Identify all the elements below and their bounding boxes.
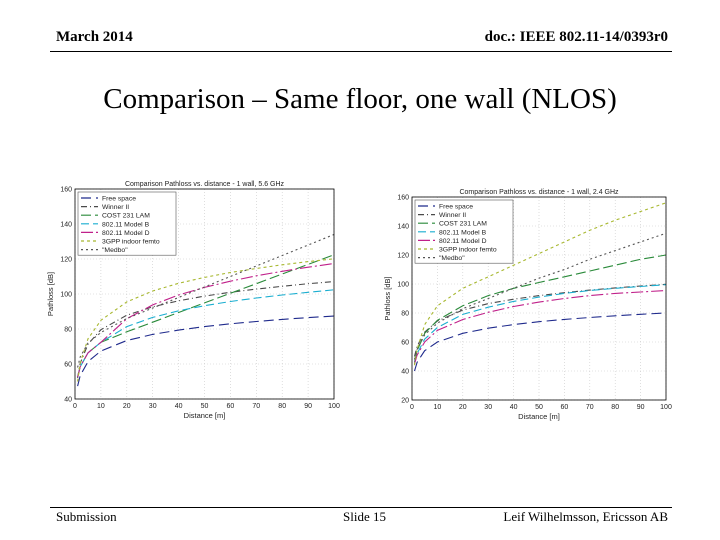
chart-0-x-tick-label: 10 <box>97 403 105 410</box>
chart-1-x-tick-label: 0 <box>410 404 414 411</box>
chart-5-6ghz-svg: 0 10 20 30 40 50 60 70 80 90 100 40 60 80 100 120 140 160… <box>46 181 340 420</box>
chart-1-x-tick-label: 90 <box>637 404 645 411</box>
chart-1-x-tick-label: 70 <box>586 404 594 411</box>
chart-1-legend-label-0: Free space <box>439 204 473 211</box>
chart-1-series-line-3 <box>413 284 667 364</box>
chart-2-4ghz-svg: 0 10 20 30 40 50 60 70 80 90 100 20 40 60 80 100 120 140 1… <box>383 189 672 421</box>
chart-0-legend-label-5: 3GPP indoor femto <box>102 239 160 246</box>
chart-1-y-tick-label: 20 <box>401 398 409 405</box>
chart-1-series-line-6 <box>413 232 667 360</box>
chart-0-x-tick-label: 90 <box>304 403 312 410</box>
chart-0-y-tick-label: 60 <box>64 362 72 369</box>
footer-slide-number: Slide 15 <box>343 509 386 524</box>
chart-1-y-tick-label: 40 <box>401 369 409 376</box>
chart-1-series-line-4 <box>413 289 667 364</box>
chart-0-y-axis-label: Pathloss [dB] <box>46 272 55 316</box>
chart-1-series-line-1 <box>413 283 667 357</box>
chart-0-x-tick-label: 20 <box>123 403 131 410</box>
chart-1-title: Comparison Pathloss vs. distance - 1 wal… <box>459 189 619 196</box>
chart-1-y-tick-label: 120 <box>397 253 409 260</box>
chart-0-y-tick-label: 100 <box>60 292 72 299</box>
footer-rule <box>50 507 672 508</box>
chart-0-series-line-5 <box>77 258 335 382</box>
chart-1-x-tick-label: 80 <box>611 404 619 411</box>
chart-1-y-tick-label: 140 <box>397 224 409 231</box>
chart-1-x-tick-label: 50 <box>535 404 543 411</box>
chart-0-legend-label-4: 802.11 Model D <box>102 230 150 237</box>
chart-1-series-line-0 <box>413 312 667 372</box>
chart-1-legend-label-5: 3GPP indoor femto <box>439 247 497 254</box>
chart-0-legend-label-6: "Medbo" <box>102 247 128 254</box>
chart-1-y-tick-label: 160 <box>397 195 409 202</box>
chart-0-series-line-0 <box>77 315 335 387</box>
footer-author: Leif Wilhelmsson, Ericsson AB <box>503 509 668 524</box>
chart-0-y-tick-label: 80 <box>64 327 72 334</box>
chart-0-x-tick-label: 30 <box>149 403 157 410</box>
chart-1-x-tick-label: 40 <box>510 404 518 411</box>
chart-1-x-tick-label: 10 <box>434 404 442 411</box>
chart-1-legend-label-4: 802.11 Model D <box>439 238 487 245</box>
chart-1-x-axis-label: Distance [m] <box>518 412 560 421</box>
chart-1-series-line-2 <box>413 254 667 363</box>
chart-0-x-tick-label: 50 <box>201 403 209 410</box>
chart-0-series-line-6 <box>77 233 335 368</box>
chart-5-6ghz: 0 10 20 30 40 50 60 70 80 90 100 40 60 80 100 120 140 160… <box>44 178 340 424</box>
chart-0-x-tick-label: 70 <box>252 403 260 410</box>
header-date: March 2014 <box>56 29 133 45</box>
chart-1-legend-label-6: "Medbo" <box>439 255 465 262</box>
footer-submission: Submission <box>56 509 117 524</box>
chart-1-y-axis-label: Pathloss [dB] <box>383 276 392 320</box>
chart-0-legend-label-1: Winner II <box>102 204 129 211</box>
chart-0-y-tick-label: 160 <box>60 187 72 194</box>
chart-0-x-tick-label: 80 <box>278 403 286 410</box>
chart-0-x-tick-label: 40 <box>175 403 183 410</box>
chart-0-series-line-4 <box>77 262 335 378</box>
chart-0-series-line-2 <box>77 254 335 378</box>
chart-1-plot-frame <box>411 196 667 401</box>
chart-0-y-tick-label: 140 <box>60 222 72 229</box>
chart-0-plot-frame <box>74 188 335 400</box>
chart-1-legend-label-2: COST 231 LAM <box>439 221 487 228</box>
chart-1-x-tick-label: 100 <box>660 404 672 411</box>
chart-1-x-tick-label: 20 <box>459 404 467 411</box>
chart-1-x-tick-label: 60 <box>561 404 569 411</box>
chart-0-legend-label-0: Free space <box>102 196 136 203</box>
chart-1-y-tick-label: 60 <box>401 340 409 347</box>
chart-0-x-tick-label: 100 <box>328 403 340 410</box>
chart-1-legend-label-3: 802.11 Model B <box>439 229 487 236</box>
chart-1-y-tick-label: 100 <box>397 282 409 289</box>
chart-0-x-tick-label: 0 <box>73 403 77 410</box>
chart-0-legend-label-2: COST 231 LAM <box>102 213 150 220</box>
chart-0-series-line-1 <box>77 281 335 379</box>
slide-title: Comparison – Same floor, one wall (NLOS) <box>103 83 617 115</box>
chart-0-x-tick-label: 60 <box>227 403 235 410</box>
chart-0-y-tick-label: 120 <box>60 257 72 264</box>
chart-0-title: Comparison Pathloss vs. distance - 1 wal… <box>125 181 285 188</box>
chart-1-y-tick-label: 80 <box>401 311 409 318</box>
chart-0-legend-label-3: 802.11 Model B <box>102 221 150 228</box>
chart-2-4ghz: 0 10 20 30 40 50 60 70 80 90 100 20 40 60 80 100 120 140 1… <box>380 186 674 422</box>
chart-1-x-tick-label: 30 <box>484 404 492 411</box>
chart-0-y-tick-label: 40 <box>64 397 72 404</box>
header-doc-id: doc.: IEEE 802.11-14/0393r0 <box>484 29 668 45</box>
chart-1-series-line-5 <box>413 202 667 366</box>
header-rule <box>50 51 672 52</box>
chart-0-x-axis-label: Distance [m] <box>184 411 226 420</box>
chart-1-legend-label-1: Winner II <box>439 212 466 219</box>
